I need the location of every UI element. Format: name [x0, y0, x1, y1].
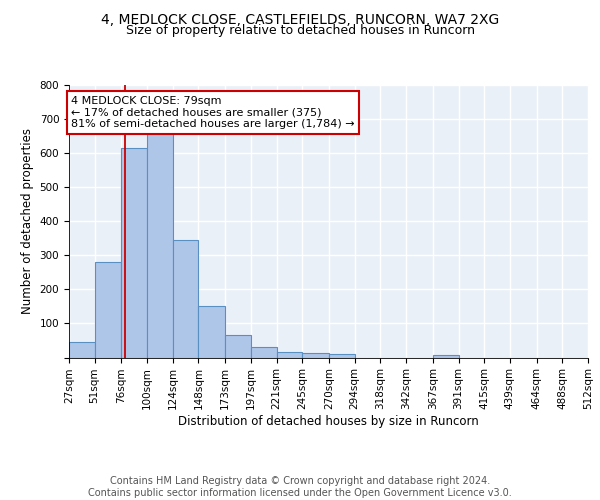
Text: Size of property relative to detached houses in Runcorn: Size of property relative to detached ho… — [125, 24, 475, 37]
Bar — [147, 132, 173, 358]
Bar — [199, 306, 225, 358]
X-axis label: Distribution of detached houses by size in Runcorn: Distribution of detached houses by size … — [178, 415, 479, 428]
Y-axis label: Number of detached properties: Number of detached properties — [21, 128, 34, 314]
Bar — [69, 342, 95, 357]
Bar — [433, 355, 458, 358]
Bar — [251, 348, 277, 358]
Bar — [329, 354, 355, 358]
Bar — [277, 352, 302, 358]
Bar — [302, 354, 329, 358]
Text: 4, MEDLOCK CLOSE, CASTLEFIELDS, RUNCORN, WA7 2XG: 4, MEDLOCK CLOSE, CASTLEFIELDS, RUNCORN,… — [101, 12, 499, 26]
Bar — [225, 334, 251, 357]
Text: Contains HM Land Registry data © Crown copyright and database right 2024.
Contai: Contains HM Land Registry data © Crown c… — [88, 476, 512, 498]
Text: 4 MEDLOCK CLOSE: 79sqm
← 17% of detached houses are smaller (375)
81% of semi-de: 4 MEDLOCK CLOSE: 79sqm ← 17% of detached… — [71, 96, 355, 129]
Bar — [173, 240, 199, 358]
Bar — [121, 148, 147, 358]
Bar — [95, 262, 121, 358]
